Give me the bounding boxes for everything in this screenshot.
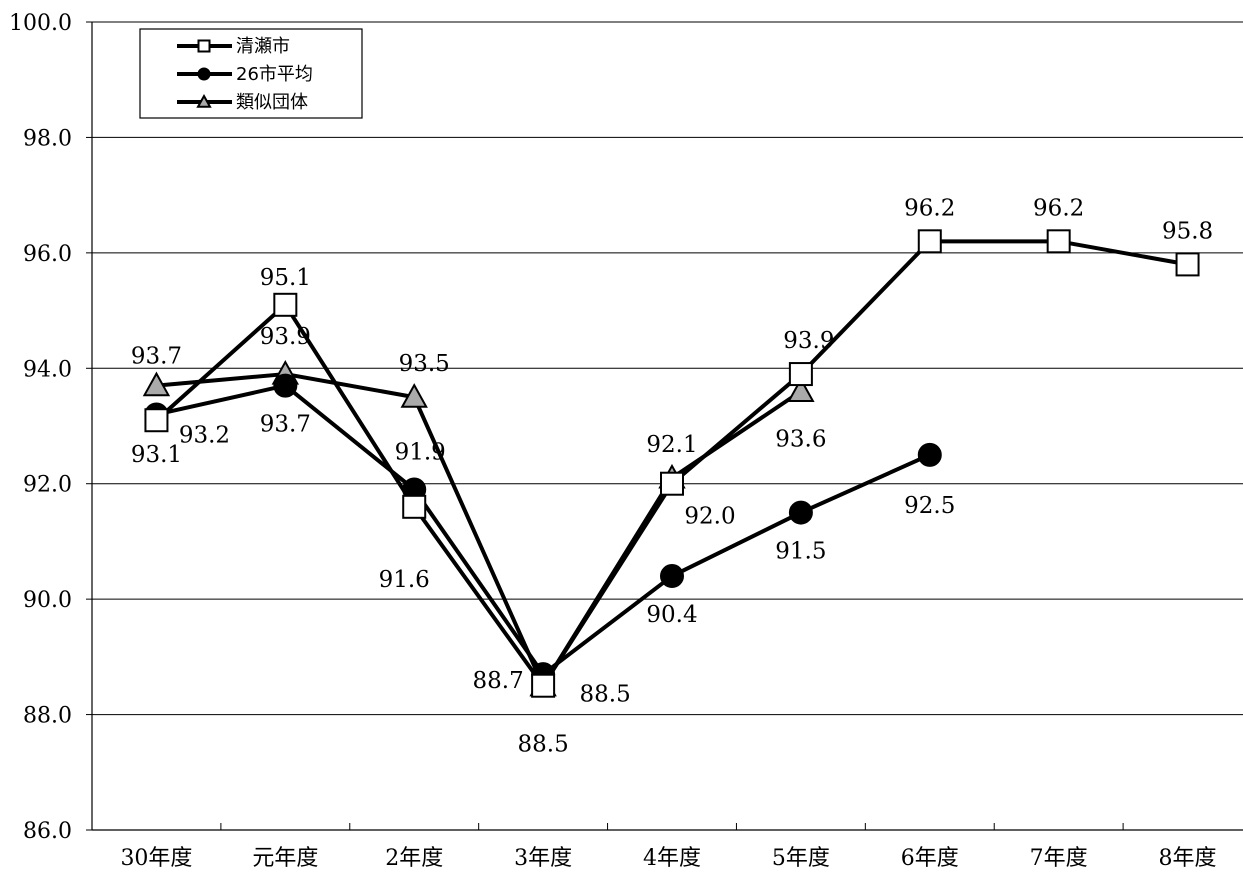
- data-label: 96.2: [1033, 195, 1084, 221]
- data-label: 92.5: [904, 493, 955, 519]
- series-lines: [142, 229, 1200, 698]
- data-point-circle: [788, 500, 813, 525]
- data-point-circle: [660, 564, 684, 589]
- data-point-triangle: [787, 377, 815, 402]
- y-tick-label: 98.0: [23, 126, 72, 151]
- data-label: 92.1: [646, 432, 697, 458]
- data-point-triangle: [142, 371, 171, 397]
- data-point-square: [402, 494, 427, 519]
- x-tick-label: 7年度: [1030, 846, 1088, 871]
- y-tick-labels: 86.0 88.0 90.0 92.0 94.0 96.0 98.0 100.0: [9, 11, 72, 844]
- y-tick-label: 86.0: [23, 819, 72, 844]
- data-label: 93.9: [783, 328, 834, 354]
- data-point-circle: [197, 67, 211, 81]
- data-label: 91.5: [775, 539, 826, 565]
- data-label: 96.2: [904, 195, 955, 221]
- legend-item: 清瀬市: [177, 36, 290, 57]
- data-label: 93.7: [131, 344, 182, 370]
- x-tick-label: 元年度: [252, 846, 318, 871]
- y-tick-label: 88.0: [23, 704, 72, 729]
- data-point-square: [531, 673, 556, 698]
- y-tick-label: 92.0: [23, 473, 72, 498]
- data-point-circle: [273, 373, 298, 398]
- data-label: 91.9: [395, 439, 446, 465]
- y-tick-label: 100.0: [9, 11, 72, 36]
- legend-label: 26市平均: [236, 64, 313, 85]
- x-tick-label: 30年度: [120, 846, 192, 871]
- data-label: 93.7: [260, 412, 311, 438]
- data-point-triangle: [196, 93, 212, 108]
- y-tick-label: 90.0: [23, 588, 72, 613]
- data-labels: 93.1 95.1 91.6 88.5 92.0 93.9 96.2 96.2 95.8 93.2…: [131, 195, 1213, 757]
- x-tick-label: 8年度: [1159, 846, 1217, 871]
- data-label: 88.5: [580, 682, 631, 708]
- data-point-triangle: [400, 383, 428, 408]
- data-point-square: [273, 292, 298, 317]
- data-label: 88.5: [518, 732, 569, 758]
- x-tick-label: 3年度: [514, 846, 572, 871]
- x-tick-label: 5年度: [772, 846, 830, 871]
- data-label: 93.5: [399, 351, 450, 377]
- data-point-circle: [917, 442, 942, 467]
- y-tick-label: 94.0: [23, 357, 72, 382]
- data-point-square: [788, 362, 813, 387]
- x-tick-label: 6年度: [901, 846, 959, 871]
- data-label: 92.0: [684, 504, 735, 530]
- data-label: 91.6: [379, 567, 430, 593]
- series-line: [156, 372, 803, 688]
- legend-label: 清瀬市: [236, 36, 290, 57]
- data-point-square: [144, 408, 169, 433]
- data-point-square: [1175, 252, 1200, 277]
- legend-item: 類似団体: [177, 92, 308, 113]
- data-label: 93.2: [179, 422, 230, 448]
- data-label: 95.8: [1162, 218, 1213, 244]
- data-point-square: [660, 471, 684, 496]
- data-label: 95.1: [260, 265, 311, 291]
- x-tick-labels: 30年度 元年度 2年度 3年度 4年度 5年度 6年度 7年度 8年度: [120, 846, 1216, 871]
- data-label: 93.9: [260, 324, 311, 350]
- x-tick-label: 2年度: [385, 846, 443, 871]
- data-point-square: [197, 39, 211, 53]
- data-point-square: [1046, 229, 1071, 254]
- y-tick-label: 96.0: [23, 242, 72, 267]
- legend-label: 類似団体: [236, 92, 308, 113]
- data-point-square: [917, 229, 942, 254]
- x-tick-label: 4年度: [643, 846, 701, 871]
- data-label: 93.6: [775, 426, 826, 452]
- data-label: 93.1: [131, 442, 182, 468]
- axes: [86, 21, 1243, 831]
- data-label: 88.7: [473, 668, 524, 694]
- legend-item: 26市平均: [177, 64, 313, 85]
- data-label: 90.4: [646, 602, 697, 628]
